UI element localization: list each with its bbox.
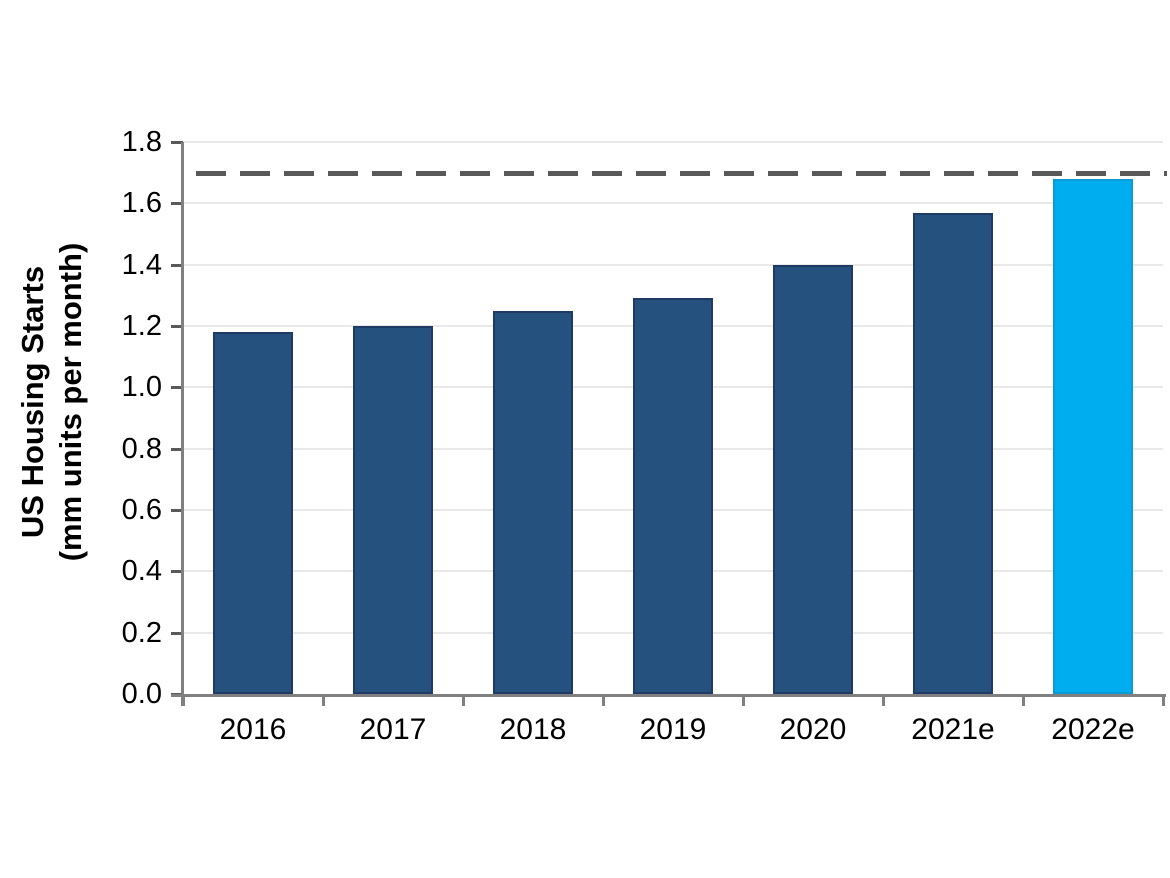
y-axis-tick-label: 0.0 <box>121 678 162 710</box>
bar-2019 <box>633 298 713 694</box>
x-axis-label: 2017 <box>359 713 427 746</box>
bar-2018 <box>493 311 573 694</box>
bar-2020 <box>773 265 853 694</box>
y-axis-tick-label: 0.4 <box>121 555 162 588</box>
gridline <box>183 263 1163 266</box>
x-axis-label: 2021e <box>911 713 995 746</box>
x-axis-tick <box>742 694 745 706</box>
y-axis-tick-label: 0.6 <box>121 494 162 526</box>
y-axis-title-line1: US Housing Starts <box>15 265 50 539</box>
y-axis-tick-label: 1.8 <box>121 126 162 158</box>
x-axis-label: 2019 <box>639 713 707 746</box>
x-axis-tick <box>322 694 325 706</box>
x-axis-tick <box>602 694 605 706</box>
y-axis-tick <box>171 631 183 635</box>
bar-2022e-highlight <box>1053 179 1133 694</box>
y-axis-tick <box>171 325 183 328</box>
x-axis-tick <box>1022 694 1025 706</box>
reference-dashed-line <box>196 171 1167 176</box>
bar-2021e <box>913 213 993 694</box>
x-axis-line <box>171 694 1166 697</box>
x-axis-label: 2016 <box>219 713 287 746</box>
y-axis-tick <box>171 447 183 451</box>
y-axis-tick <box>171 570 183 574</box>
x-axis-label: 2020 <box>779 713 847 746</box>
y-axis-tick-label: 0.2 <box>121 616 162 649</box>
y-axis-tick-label: 1.4 <box>121 248 162 281</box>
x-axis-label: 2018 <box>499 713 567 746</box>
x-axis-tick <box>1162 694 1165 706</box>
y-axis-tick <box>171 386 183 390</box>
y-axis-tick-label: 1.0 <box>121 371 162 404</box>
y-axis-tick-label: 0.8 <box>121 432 162 465</box>
gridline <box>183 141 1163 143</box>
x-axis-tick <box>462 694 465 706</box>
x-axis-label: 2022e <box>1051 713 1135 746</box>
bar-2016 <box>213 332 293 694</box>
y-axis-tick <box>171 509 183 512</box>
y-axis-line <box>181 142 184 706</box>
y-axis-tick-label: 1.6 <box>121 187 162 220</box>
x-axis-tick <box>882 694 885 706</box>
bar-2017 <box>353 326 433 694</box>
y-axis-tick-label: 1.2 <box>121 310 162 342</box>
y-axis-tick <box>171 263 183 267</box>
y-axis-tick <box>171 141 183 144</box>
gridline <box>183 202 1163 205</box>
y-axis-tick <box>171 202 183 206</box>
